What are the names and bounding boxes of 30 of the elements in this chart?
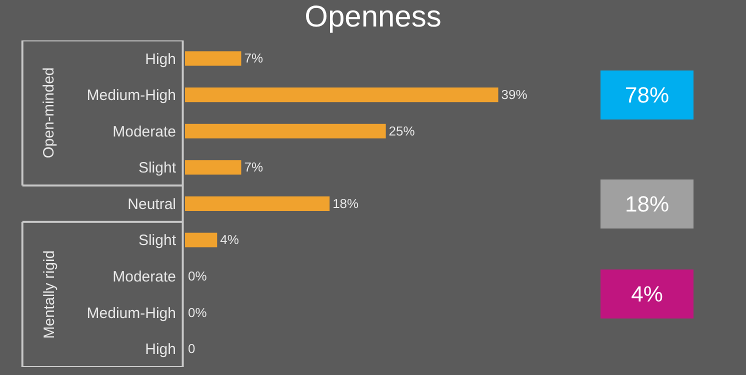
data-label: 0%: [188, 304, 208, 320]
y-tick-label: Moderate: [112, 123, 176, 140]
bar: [185, 232, 218, 248]
y-tick-label: Slight: [138, 232, 177, 250]
bar: [185, 124, 386, 138]
data-label: 39%: [501, 87, 528, 102]
y-tick-label: Slight: [138, 160, 177, 177]
data-label: 0%: [188, 268, 208, 284]
y-tick-label: High: [145, 341, 176, 358]
text: 4%: [631, 282, 663, 306]
bar: [185, 160, 242, 175]
chart-title: Openness: [304, 0, 442, 34]
data-label: 7%: [244, 160, 264, 175]
data-label: 18%: [332, 196, 360, 211]
data-label: 4%: [220, 232, 240, 248]
text: Mentally rigid: [40, 250, 58, 339]
y-tick-label: Neutral: [128, 196, 176, 213]
bar: [185, 51, 242, 66]
y-tick-label: Medium-High: [86, 304, 176, 322]
data-label: 7%: [244, 50, 264, 66]
text: 78%: [624, 82, 670, 108]
bar: [185, 88, 498, 102]
text: 18%: [624, 192, 670, 216]
y-tick-label: Medium-High: [86, 87, 176, 104]
data-label: 25%: [388, 123, 416, 138]
y-tick-label: Moderate: [112, 268, 176, 286]
data-label: 0: [188, 341, 196, 356]
y-tick-label: High: [145, 50, 176, 68]
text: Open-minded: [40, 67, 58, 158]
bar: [185, 196, 330, 211]
